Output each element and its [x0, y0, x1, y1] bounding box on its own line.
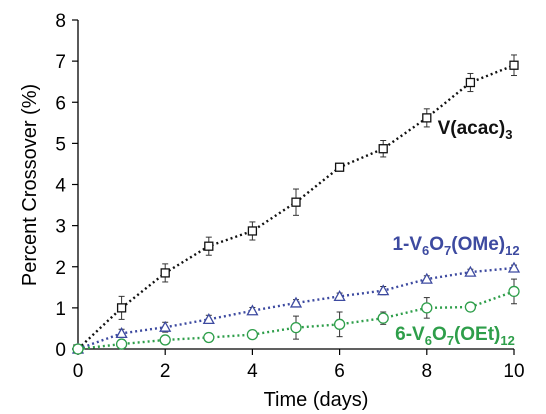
series-1	[71, 261, 521, 354]
x-axis-title: Time (days)	[264, 389, 369, 411]
x-tick-label: 2	[160, 361, 171, 382]
data-point	[115, 338, 128, 350]
x-tick-label: 8	[422, 361, 433, 382]
data-point	[290, 321, 302, 334]
label-subscript: 6	[425, 333, 432, 348]
series-label-1: 1-V6O7(OMe)12	[392, 234, 519, 258]
label-text: (OMe)	[451, 234, 505, 255]
label-subscript: 12	[505, 243, 519, 258]
data-point	[246, 304, 259, 316]
y-tick-label: 5	[55, 134, 66, 155]
label-subscript: 12	[500, 333, 514, 348]
data-point	[116, 303, 127, 313]
data-point	[377, 284, 390, 296]
data-point	[333, 318, 346, 330]
label-subscript: 3	[505, 127, 512, 142]
x-tick-labels: 0 2 4 6 8 10	[73, 361, 525, 382]
y-tick-label: 2	[55, 258, 66, 279]
data-point	[203, 331, 215, 344]
data-point	[378, 144, 388, 154]
data-point	[115, 327, 128, 339]
y-tick-label: 6	[55, 93, 66, 114]
x-tick-label: 6	[334, 361, 345, 382]
label-text: (OEt)	[454, 324, 500, 345]
data-point	[509, 60, 519, 70]
y-tick-label: 8	[55, 11, 66, 32]
y-tick-labels: 0 1 2 3 4 5 6 7 8	[55, 11, 66, 361]
label-text: O	[429, 234, 444, 255]
data-point	[334, 162, 345, 172]
y-tick-label: 3	[55, 217, 66, 238]
label-subscript: 6	[422, 243, 429, 258]
data-point	[202, 313, 215, 325]
series-line	[77, 290, 515, 351]
data-point	[377, 312, 389, 324]
series-line	[77, 266, 515, 351]
series-label-0: V(acac)3	[438, 118, 513, 142]
data-point	[159, 334, 171, 346]
data-point	[421, 302, 433, 314]
x-tick-label: 4	[247, 361, 258, 382]
series-labels: V(acac)31-V6O7(OMe)126-V6O7(OEt)12	[392, 118, 519, 348]
data-point	[159, 320, 172, 332]
data-point	[464, 301, 477, 313]
label-text: 6-V	[395, 324, 425, 345]
series-2	[72, 278, 520, 355]
data-point	[464, 265, 477, 277]
label-subscript: 7	[444, 243, 451, 258]
series-layer	[71, 54, 521, 355]
x-tick-label: 10	[503, 361, 524, 382]
data-point	[72, 343, 84, 355]
label-text: 1-V	[392, 234, 422, 255]
data-point	[289, 296, 303, 308]
data-point	[291, 197, 301, 207]
x-tick-label: 0	[73, 361, 84, 382]
data-point	[247, 226, 258, 236]
data-point	[160, 268, 170, 278]
y-tick-label: 7	[55, 52, 66, 73]
y-axis-title: Percent Crossover (%)	[19, 84, 41, 286]
series-label-2: 6-V6O7(OEt)12	[395, 324, 515, 348]
y-tick-label: 0	[55, 340, 66, 361]
data-point	[508, 285, 520, 298]
data-point	[204, 241, 214, 251]
series-0	[73, 54, 519, 354]
label-text: V(acac)	[438, 118, 506, 139]
data-point	[507, 261, 521, 273]
data-point	[333, 290, 346, 302]
label-subscript: 7	[447, 333, 454, 348]
data-point	[420, 272, 433, 284]
label-text: O	[432, 324, 447, 345]
y-tick-label: 1	[55, 299, 66, 320]
data-point	[246, 328, 259, 341]
y-tick-label: 4	[55, 176, 66, 197]
data-point	[422, 113, 432, 123]
data-point	[465, 77, 476, 88]
